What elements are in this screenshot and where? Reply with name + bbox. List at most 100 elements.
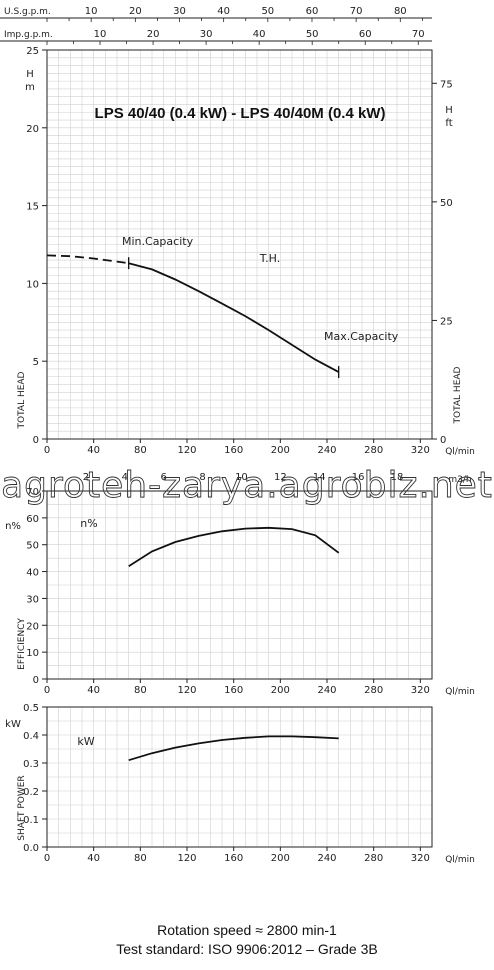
panel2-xtick-label: 240	[317, 685, 336, 696]
top-axis-tick-label-imp-gpm: 50	[306, 29, 319, 40]
panel3-xtick-label: 280	[364, 853, 383, 864]
test-standard-note: Test standard: ISO 9906:2012 – Grade 3B	[116, 941, 378, 957]
frame-layer	[46, 49, 433, 848]
m3h-tick-label: 8	[199, 472, 205, 483]
m3h-tick-label: 14	[313, 472, 326, 483]
panel1-frame	[46, 49, 433, 440]
m3h-tick-label: 16	[352, 472, 365, 483]
panel1-ytick-label: 10	[26, 279, 39, 290]
panel1-ylabel: TOTAL HEAD	[17, 371, 27, 429]
panel1-xtick-label: 280	[364, 445, 383, 456]
top-axis-tick-label-us-gpm: 10	[85, 6, 98, 17]
panel1-series-line	[128, 262, 340, 373]
panel2-xlabel: Ql/min	[445, 687, 475, 697]
panel2-xtick-label: 280	[364, 685, 383, 696]
panel2-ytick-label: 20	[26, 621, 39, 632]
panel2-ytick-label: 0	[33, 675, 39, 686]
rotation-speed-note: Rotation speed ≈ 2800 min-1	[157, 922, 337, 938]
top-axis-tick-label-imp-gpm: 30	[200, 29, 213, 40]
m3h-tick-label: 6	[160, 472, 166, 483]
panel3-xlabel: Ql/min	[445, 855, 475, 865]
tick-layer	[0, 17, 437, 851]
th-curve-label: T.H.	[259, 252, 281, 265]
panel3-ytick-label: 0.2	[23, 787, 39, 798]
panel1-xtick-label: 320	[411, 445, 430, 456]
panel1-ylabel-right: TOTAL HEAD	[453, 366, 463, 424]
panel1-ytick-label: 15	[26, 202, 39, 213]
efficiency-curve-label: n%	[80, 517, 97, 530]
m3h-tick-label: 18	[391, 472, 404, 483]
min-capacity-label: Min.Capacity	[122, 235, 194, 248]
panel1-ytick-label: 20	[26, 124, 39, 135]
top-axis-tick-label-us-gpm: 50	[261, 6, 274, 17]
panel2-ytick-label: 60	[26, 514, 39, 525]
top-axis-tick-label-us-gpm: 40	[217, 6, 230, 17]
m3h-tick-label: 10	[235, 472, 248, 483]
panel2-xtick-label: 200	[271, 685, 290, 696]
panel1-xlabel: Ql/min	[445, 447, 475, 457]
panel1-ytick-right-label: 75	[440, 79, 453, 90]
panel1-ytick-right-label: 50	[440, 198, 453, 209]
panel1-xtick-label: 160	[224, 445, 243, 456]
panel1-xtick-label: 40	[87, 445, 100, 456]
text-layer: 0 40 80 120 160 200 240 280 320 Ql/min0510152025H…	[1, 6, 493, 865]
panel2-xtick-label: 320	[411, 685, 430, 696]
panel2-xtick-label: 0	[44, 685, 50, 696]
panel3-ytick-label: 0.3	[23, 759, 39, 770]
panel2-frame	[46, 490, 433, 680]
watermark-text: agroteh-zarya.agrobiz.net	[1, 465, 493, 506]
chart-title: LPS 40/40 (0.4 kW) - LPS 40/40M (0.4 kW)	[95, 105, 386, 122]
max-capacity-label: Max.Capacity	[324, 330, 399, 343]
panel3-xtick-label: 200	[271, 853, 290, 864]
panel3-xtick-label: 240	[317, 853, 336, 864]
panel1-series-dashed-segment	[46, 254, 129, 265]
top-axis-label-imp-gpm: Imp.g.p.m.	[4, 30, 53, 40]
top-axis-tick-label-us-gpm: 80	[394, 6, 407, 17]
panel1-ytick-label: 0	[33, 435, 39, 446]
panel1-ytick-right-label: 25	[440, 316, 453, 327]
top-axis-label-us-gpm: U.S.g.p.m.	[4, 7, 51, 17]
panel1-yunit-right: ft	[445, 118, 452, 129]
panel3-yunit: kW	[5, 719, 21, 730]
panel1-yunit-h: H	[26, 69, 34, 80]
top-axis-tick-label-imp-gpm: 70	[412, 29, 425, 40]
panel2-ytick-label: 10	[26, 648, 39, 659]
panel3-xtick-label: 120	[177, 853, 196, 864]
panel2-ytick-label: 70	[26, 487, 39, 498]
panel3-xtick-label: 0	[44, 853, 50, 864]
top-axis-tick-label-imp-gpm: 20	[147, 29, 160, 40]
panel2-xtick-label: 80	[134, 685, 147, 696]
panel1-ytick-label: 25	[26, 46, 39, 57]
panel2-ylabel: EFFICIENCY	[17, 618, 27, 670]
panel2-series-line	[128, 526, 340, 567]
top-axis-tick-label-us-gpm: 20	[129, 6, 142, 17]
panel3-ytick-label: 0.0	[23, 843, 39, 854]
panel1-xtick-label: 240	[317, 445, 336, 456]
m3h-tick-label: 2	[83, 472, 89, 483]
panel2-yunit: n%	[5, 521, 21, 532]
panel3-series-line	[128, 735, 339, 762]
panel2-xtick-label: 40	[87, 685, 100, 696]
top-axis-tick-label-imp-gpm: 10	[94, 29, 107, 40]
panel1-xtick-label: 0	[44, 445, 50, 456]
panel2-xtick-label: 120	[177, 685, 196, 696]
panel3-ytick-label: 0.1	[23, 815, 39, 826]
series-layer	[46, 254, 340, 762]
panel2-ytick-label: 30	[26, 594, 39, 605]
panel1-ytick-right-label: 0	[440, 435, 446, 446]
panel1-ytick-label: 5	[33, 357, 39, 368]
top-axis-tick-label-imp-gpm: 60	[359, 29, 372, 40]
panel3-xtick-label: 160	[224, 853, 243, 864]
top-axis-tick-label-imp-gpm: 40	[253, 29, 266, 40]
panel3-xtick-label: 80	[134, 853, 147, 864]
panel3-ytick-label: 0.5	[23, 703, 39, 714]
panel2-ytick-label: 50	[26, 541, 39, 552]
panel1-xtick-label: 120	[177, 445, 196, 456]
power-curve-label: kW	[77, 735, 94, 748]
panel1-yunit: m	[25, 82, 35, 93]
panel2-ytick-label: 40	[26, 568, 39, 579]
m3h-tick-label: 4	[122, 472, 128, 483]
top-axis-tick-label-us-gpm: 30	[173, 6, 186, 17]
panel3-frame	[46, 706, 433, 848]
panel1-xtick-label: 80	[134, 445, 147, 456]
